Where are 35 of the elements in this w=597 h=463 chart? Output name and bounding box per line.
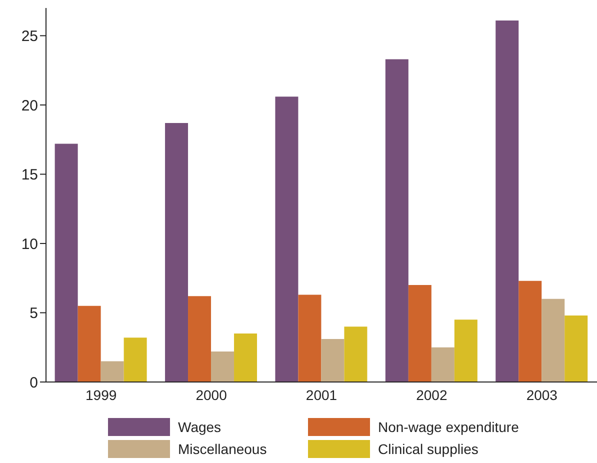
y-tick-label: 0 bbox=[30, 374, 38, 392]
bar bbox=[78, 306, 101, 382]
bar bbox=[518, 280, 542, 382]
bar bbox=[188, 296, 212, 382]
bar bbox=[165, 122, 188, 382]
bar bbox=[124, 338, 147, 382]
x-tick-label: 1999 bbox=[86, 386, 117, 403]
bar bbox=[564, 316, 588, 382]
x-tick-label: 2001 bbox=[306, 386, 338, 403]
y-tick-label: 5 bbox=[30, 305, 38, 322]
legend-label: Miscellaneous bbox=[178, 441, 267, 457]
bar bbox=[321, 339, 344, 382]
y-tick-label: 25 bbox=[21, 28, 38, 46]
bar bbox=[211, 352, 234, 382]
legend-label: Wages bbox=[178, 419, 222, 435]
bar bbox=[385, 59, 408, 382]
bar bbox=[344, 326, 368, 382]
bar bbox=[54, 144, 78, 382]
legend-label: Non-wage expenditure bbox=[378, 419, 519, 435]
bar bbox=[234, 334, 258, 382]
bar bbox=[408, 285, 432, 382]
x-tick-label: 2000 bbox=[196, 386, 228, 403]
legend-label: Clinical supplies bbox=[378, 441, 478, 457]
bar bbox=[454, 320, 478, 382]
bar bbox=[496, 20, 519, 382]
bar bbox=[542, 298, 565, 382]
x-tick-label: 2002 bbox=[416, 386, 448, 403]
y-tick-label: 15 bbox=[21, 166, 38, 184]
y-tick-label: 20 bbox=[21, 97, 38, 114]
bar bbox=[431, 347, 454, 382]
x-tick-label: 2003 bbox=[526, 386, 558, 403]
bar bbox=[298, 294, 322, 382]
y-tick-label: 10 bbox=[21, 236, 38, 253]
bar bbox=[275, 96, 298, 382]
bar bbox=[100, 361, 124, 382]
